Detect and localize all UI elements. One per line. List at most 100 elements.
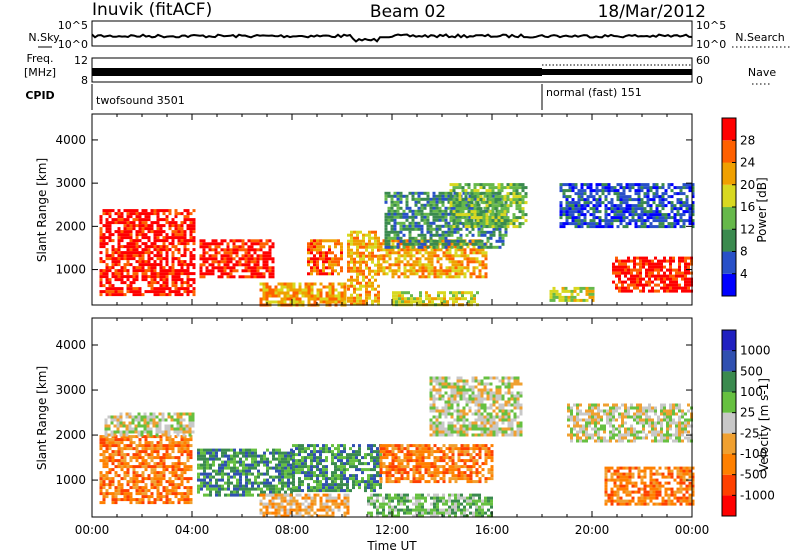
range-cell	[364, 468, 367, 471]
range-cell	[127, 474, 130, 477]
range-cell	[118, 278, 121, 281]
range-cell	[677, 198, 680, 201]
range-cell	[254, 482, 257, 485]
range-cell	[133, 266, 136, 269]
range-cell	[680, 213, 683, 216]
range-cell	[620, 219, 623, 222]
cpid-label: CPID	[25, 89, 54, 102]
range-cell	[251, 254, 254, 257]
range-cell	[159, 431, 162, 434]
range-cell	[659, 210, 662, 213]
range-cell	[136, 272, 139, 275]
range-cell	[608, 225, 611, 228]
range-cell	[391, 201, 394, 204]
range-cell	[106, 477, 109, 480]
range-cell	[263, 257, 266, 260]
range-cell	[163, 465, 166, 468]
range-cell	[157, 248, 160, 251]
range-cell	[120, 434, 123, 437]
range-cell	[675, 272, 678, 275]
range-cell	[630, 275, 633, 278]
range-cell	[368, 291, 371, 294]
range-cell	[115, 290, 118, 293]
range-cell	[569, 201, 572, 204]
range-cell	[614, 186, 617, 189]
range-cell	[178, 272, 181, 275]
range-cell	[510, 183, 513, 186]
range-cell	[483, 219, 486, 222]
range-cell	[190, 453, 193, 456]
range-cell	[459, 201, 462, 204]
range-cell	[197, 452, 200, 455]
range-cell	[100, 501, 103, 504]
range-cell	[458, 272, 461, 275]
range-cell	[612, 263, 615, 266]
range-cell	[127, 492, 130, 495]
range-cell	[136, 489, 139, 492]
range-cell	[184, 236, 187, 239]
range-cell	[121, 465, 124, 468]
range-cell	[130, 281, 133, 284]
power-data-layer	[100, 183, 695, 306]
range-cell	[254, 458, 257, 461]
range-cell	[310, 453, 313, 456]
range-cell	[145, 212, 148, 215]
range-cell	[359, 297, 362, 300]
range-cell	[620, 216, 623, 219]
range-cell	[136, 266, 139, 269]
range-cell	[358, 459, 361, 462]
range-cell	[311, 283, 314, 286]
range-cell	[178, 230, 181, 233]
range-cell	[136, 209, 139, 212]
range-cell	[151, 453, 154, 456]
range-cell	[200, 257, 203, 260]
range-cell	[159, 428, 162, 431]
range-cell	[310, 486, 313, 489]
range-cell	[459, 195, 462, 198]
range-cell	[683, 183, 686, 186]
range-cell	[376, 453, 379, 456]
range-cell	[197, 473, 200, 476]
range-cell	[233, 488, 236, 491]
range-cell	[319, 242, 322, 245]
range-cell	[227, 458, 230, 461]
range-cell	[218, 242, 221, 245]
range-cell	[453, 213, 456, 216]
range-cell	[392, 275, 395, 278]
range-cell	[320, 292, 323, 295]
range-cell	[284, 295, 287, 298]
range-cell	[440, 257, 443, 260]
range-cell	[457, 243, 460, 246]
range-cell	[677, 207, 680, 210]
range-cell	[675, 281, 678, 284]
range-cell	[448, 222, 451, 225]
range-cell	[602, 189, 605, 192]
range-cell	[484, 243, 487, 246]
range-cell	[430, 210, 433, 213]
range-cell	[148, 501, 151, 504]
range-cell	[456, 201, 459, 204]
range-cell	[263, 452, 266, 455]
range-cell	[653, 201, 656, 204]
range-cell	[427, 204, 430, 207]
range-cell	[359, 300, 362, 303]
range-cell	[456, 183, 459, 186]
range-cell	[112, 483, 115, 486]
range-cell	[662, 216, 665, 219]
range-cell	[516, 183, 519, 186]
range-cell	[145, 269, 148, 272]
range-cell	[684, 284, 687, 287]
range-cell	[190, 468, 193, 471]
range-cell	[648, 278, 651, 281]
range-cell	[212, 458, 215, 461]
range-cell	[498, 192, 501, 195]
range-cell	[431, 266, 434, 269]
range-cell	[236, 482, 239, 485]
range-cell	[115, 498, 118, 501]
range-cell	[668, 222, 671, 225]
range-cell	[200, 464, 203, 467]
range-cell	[257, 482, 260, 485]
range-cell	[618, 287, 621, 290]
range-cell	[347, 279, 350, 282]
range-cell	[403, 210, 406, 213]
